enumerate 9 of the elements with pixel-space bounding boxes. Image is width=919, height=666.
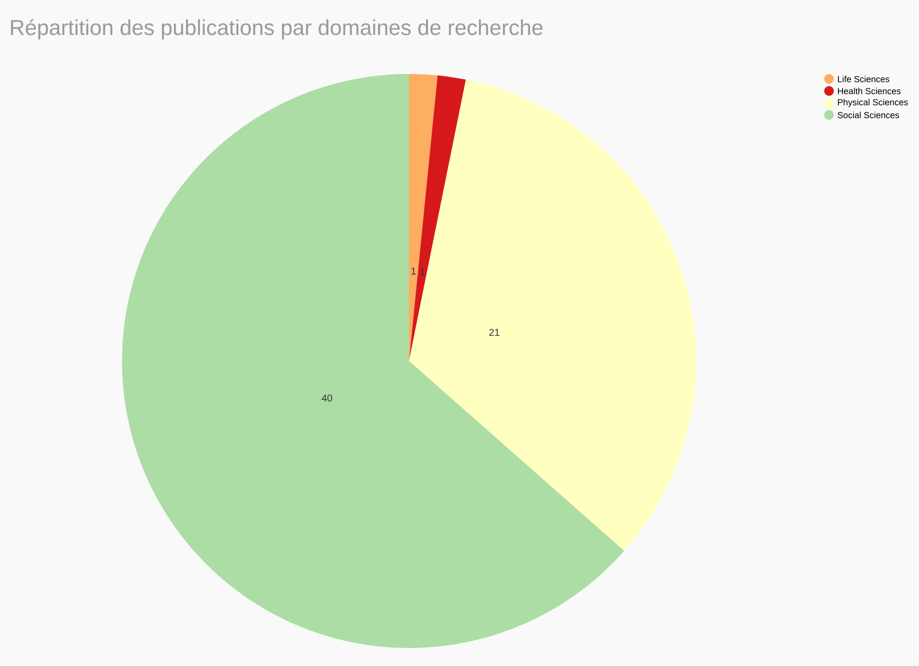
- chart-title: Répartition des publications par domaines de recherche: [11, 19, 543, 40]
- data-label: 1: [411, 268, 416, 275]
- data-label: 21: [489, 328, 500, 336]
- data-label: 1: [420, 268, 425, 276]
- legend-label: Physical Sciences: [838, 98, 908, 108]
- legend-label: Health Sciences: [838, 88, 901, 94]
- data-label: 40: [322, 394, 332, 402]
- legend-label: Social Sciences: [838, 112, 900, 118]
- legend-label: Life Sciences: [838, 76, 890, 82]
